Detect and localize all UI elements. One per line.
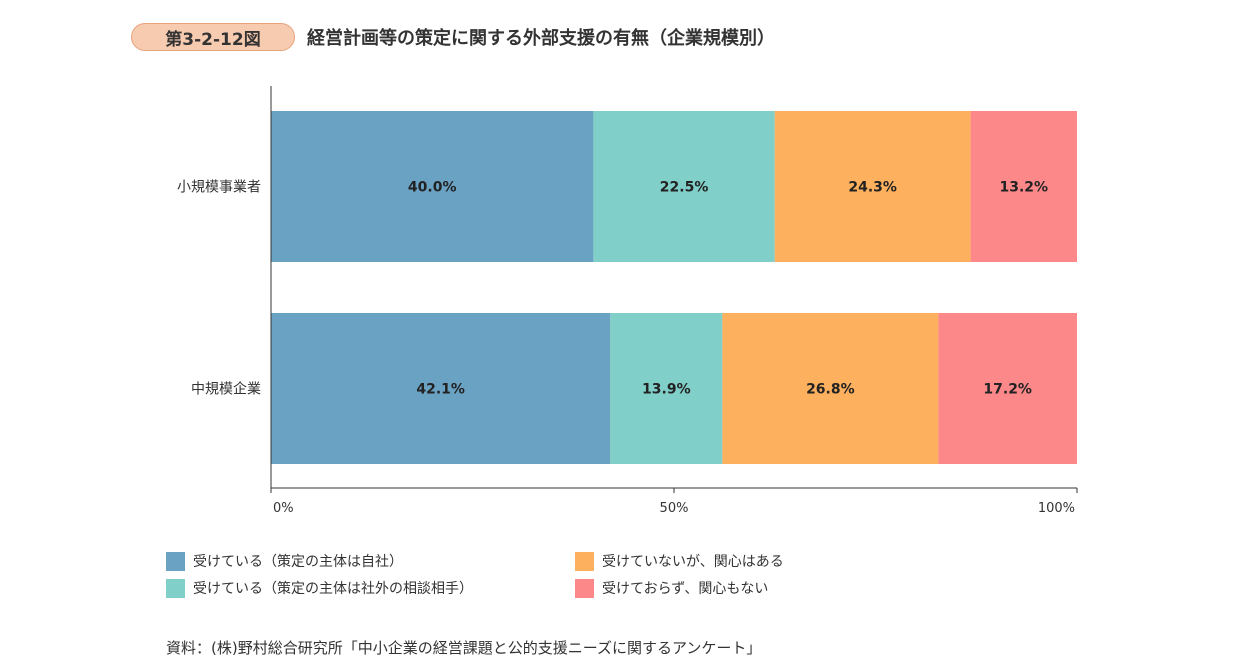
chart-legend: 受けている（策定の主体は自社） 受けている（策定の主体は社外の相談相手） 受けていな… [166,551,926,607]
legend-item: 受けておらず、関心もない [575,578,768,598]
data-label: 40.0% [408,180,457,196]
data-label: 22.5% [660,180,709,196]
legend-swatch [166,551,185,571]
category-label: 中規模企業 [191,381,261,398]
data-label: 26.8% [806,382,855,398]
figure-number-badge: 第3-2-12図 [131,23,295,51]
data-label: 13.2% [1000,180,1049,196]
x-tick-label: 50% [660,501,689,516]
legend-label: 受けていないが、関心はある [602,554,784,570]
bar-segment [610,313,723,464]
figure-title: 経営計画等の策定に関する外部支援の有無（企業規模別） [307,28,775,49]
category-label: 小規模事業者 [177,180,261,196]
bar-segment [593,111,775,262]
data-label: 13.9% [642,382,691,398]
data-label: 17.2% [983,382,1032,398]
bar-segment [271,111,594,262]
x-tick-label: 0% [273,501,294,516]
source-note: 資料：(株)野村総合研究所「中小企業の経営課題と公的支援ニーズに関するアンケート… [166,639,762,657]
legend-label: 受けている（策定の主体は自社） [193,554,403,570]
bar-segment [774,111,971,262]
legend-label: 受けておらず、関心もない [602,581,769,597]
bar-segment [970,111,1077,262]
bar-segment [722,313,939,464]
bar-segment [271,313,611,464]
legend-swatch [166,578,185,598]
legend-swatch [575,551,594,571]
data-label: 24.3% [848,180,897,196]
legend-item: 受けている（策定の主体は社外の相談相手） [166,578,473,598]
x-tick-label: 100% [1038,501,1075,516]
data-label: 42.1% [416,382,465,398]
legend-swatch [575,578,594,598]
legend-item: 受けている（策定の主体は自社） [166,551,403,571]
legend-label: 受けている（策定の主体は社外の相談相手） [193,581,473,597]
figure-header: 第3-2-12図 経営計画等の策定に関する外部支援の有無（企業規模別） [131,22,775,52]
legend-item: 受けていないが、関心はある [575,551,784,571]
bar-segment [938,313,1077,464]
